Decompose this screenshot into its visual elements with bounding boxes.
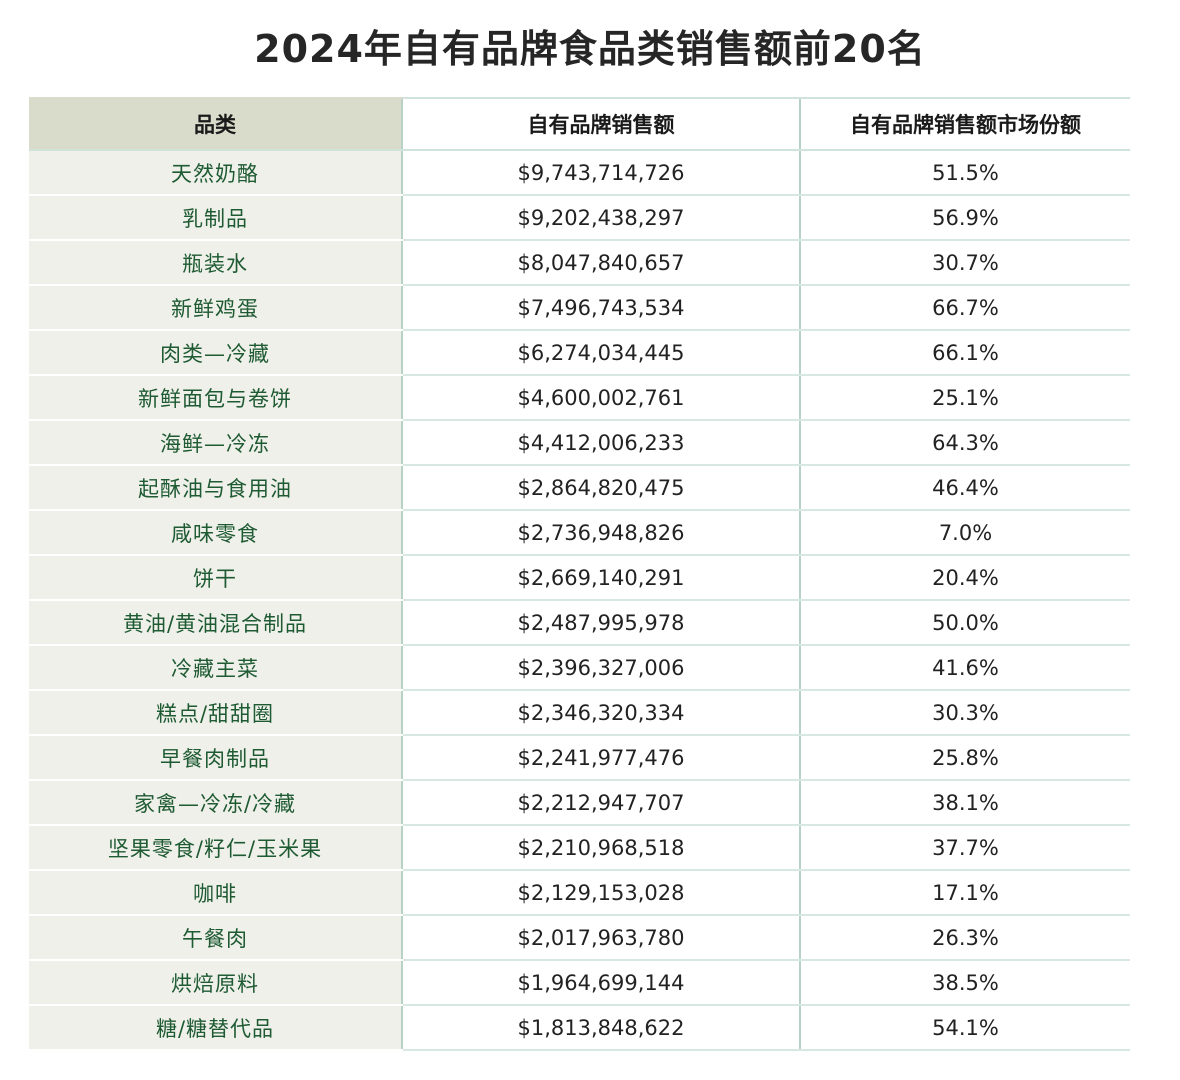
table-row: 冷藏主菜 $2,396,327,006 41.6% — [29, 645, 1130, 691]
table-row: 新鲜面包与卷饼 $4,600,002,761 25.1% — [29, 375, 1130, 421]
category-cell: 乳制品 — [29, 195, 402, 241]
table-row: 瓶装水 $8,047,840,657 30.7% — [29, 240, 1130, 286]
sales-cell: $2,396,327,006 — [401, 645, 800, 691]
sales-cell: $2,669,140,291 — [401, 555, 800, 601]
sales-cell: $7,496,743,534 — [401, 285, 800, 331]
sales-cell: $6,274,034,445 — [401, 330, 800, 376]
category-cell: 坚果零食/籽仁/玉米果 — [29, 825, 402, 871]
table-header: 品类 自有品牌销售额 自有品牌销售额市场份额 — [29, 97, 1130, 151]
share-cell: 54.1% — [799, 1005, 1130, 1051]
sales-cell: $8,047,840,657 — [401, 240, 800, 286]
table-row: 乳制品 $9,202,438,297 56.9% — [29, 195, 1130, 241]
sales-cell: $9,743,714,726 — [401, 150, 800, 196]
table-row: 坚果零食/籽仁/玉米果 $2,210,968,518 37.7% — [29, 825, 1130, 871]
share-cell: 26.3% — [799, 915, 1130, 961]
sales-cell: $1,964,699,144 — [401, 960, 800, 1006]
header-row: 品类 自有品牌销售额 自有品牌销售额市场份额 — [29, 97, 1130, 151]
table-row: 家禽—冷冻/冷藏 $2,212,947,707 38.1% — [29, 780, 1130, 826]
category-cell: 黄油/黄油混合制品 — [29, 600, 402, 646]
share-cell: 66.1% — [799, 330, 1130, 376]
category-cell: 糕点/甜甜圈 — [29, 690, 402, 736]
sales-cell: $2,864,820,475 — [401, 465, 800, 511]
column-header-sales: 自有品牌销售额 — [401, 97, 800, 151]
table-row: 糕点/甜甜圈 $2,346,320,334 30.3% — [29, 690, 1130, 736]
table-row: 肉类—冷藏 $6,274,034,445 66.1% — [29, 330, 1130, 376]
category-cell: 饼干 — [29, 555, 402, 601]
category-cell: 新鲜鸡蛋 — [29, 285, 402, 331]
sales-cell: $2,017,963,780 — [401, 915, 800, 961]
category-cell: 家禽—冷冻/冷藏 — [29, 780, 402, 826]
share-cell: 38.1% — [799, 780, 1130, 826]
share-cell: 56.9% — [799, 195, 1130, 241]
category-cell: 海鲜—冷冻 — [29, 420, 402, 466]
category-cell: 冷藏主菜 — [29, 645, 402, 691]
share-cell: 30.3% — [799, 690, 1130, 736]
table-row: 糖/糖替代品 $1,813,848,622 54.1% — [29, 1005, 1130, 1051]
category-cell: 烘焙原料 — [29, 960, 402, 1006]
table-row: 起酥油与食用油 $2,864,820,475 46.4% — [29, 465, 1130, 511]
table-body: 天然奶酪 $9,743,714,726 51.5% 乳制品 $9,202,438,297… — [29, 150, 1130, 1051]
category-cell: 新鲜面包与卷饼 — [29, 375, 402, 421]
share-cell: 50.0% — [799, 600, 1130, 646]
sales-cell: $2,241,977,476 — [401, 735, 800, 781]
category-cell: 咸味零食 — [29, 510, 402, 556]
category-cell: 午餐肉 — [29, 915, 402, 961]
category-cell: 糖/糖替代品 — [29, 1005, 402, 1051]
share-cell: 7.0% — [799, 510, 1130, 556]
share-cell: 25.1% — [799, 375, 1130, 421]
sales-cell: $9,202,438,297 — [401, 195, 800, 241]
category-cell: 肉类—冷藏 — [29, 330, 402, 376]
column-header-share: 自有品牌销售额市场份额 — [799, 97, 1130, 151]
sales-table: 品类 自有品牌销售额 自有品牌销售额市场份额 天然奶酪 $9,743,714,72… — [29, 97, 1130, 1051]
share-cell: 25.8% — [799, 735, 1130, 781]
sales-cell: $2,210,968,518 — [401, 825, 800, 871]
table-row: 午餐肉 $2,017,963,780 26.3% — [29, 915, 1130, 961]
sales-cell: $2,212,947,707 — [401, 780, 800, 826]
share-cell: 64.3% — [799, 420, 1130, 466]
table-row: 早餐肉制品 $2,241,977,476 25.8% — [29, 735, 1130, 781]
sales-table-container: 品类 自有品牌销售额 自有品牌销售额市场份额 天然奶酪 $9,743,714,72… — [29, 97, 1130, 1051]
table-row: 咸味零食 $2,736,948,826 7.0% — [29, 510, 1130, 556]
table-row: 天然奶酪 $9,743,714,726 51.5% — [29, 150, 1130, 196]
share-cell: 51.5% — [799, 150, 1130, 196]
column-header-category: 品类 — [29, 97, 402, 151]
table-row: 饼干 $2,669,140,291 20.4% — [29, 555, 1130, 601]
category-cell: 早餐肉制品 — [29, 735, 402, 781]
share-cell: 41.6% — [799, 645, 1130, 691]
sales-cell: $1,813,848,622 — [401, 1005, 800, 1051]
category-cell: 咖啡 — [29, 870, 402, 916]
sales-cell: $2,346,320,334 — [401, 690, 800, 736]
page-title: 2024年自有品牌食品类销售额前20名 — [254, 27, 926, 71]
share-cell: 37.7% — [799, 825, 1130, 871]
table-row: 烘焙原料 $1,964,699,144 38.5% — [29, 960, 1130, 1006]
sales-cell: $4,412,006,233 — [401, 420, 800, 466]
sales-cell: $2,487,995,978 — [401, 600, 800, 646]
share-cell: 66.7% — [799, 285, 1130, 331]
share-cell: 46.4% — [799, 465, 1130, 511]
category-cell: 瓶装水 — [29, 240, 402, 286]
sales-cell: $2,736,948,826 — [401, 510, 800, 556]
category-cell: 天然奶酪 — [29, 150, 402, 196]
share-cell: 20.4% — [799, 555, 1130, 601]
share-cell: 17.1% — [799, 870, 1130, 916]
table-row: 新鲜鸡蛋 $7,496,743,534 66.7% — [29, 285, 1130, 331]
category-cell: 起酥油与食用油 — [29, 465, 402, 511]
share-cell: 30.7% — [799, 240, 1130, 286]
table-row: 咖啡 $2,129,153,028 17.1% — [29, 870, 1130, 916]
sales-cell: $4,600,002,761 — [401, 375, 800, 421]
table-row: 黄油/黄油混合制品 $2,487,995,978 50.0% — [29, 600, 1130, 646]
sales-cell: $2,129,153,028 — [401, 870, 800, 916]
share-cell: 38.5% — [799, 960, 1130, 1006]
table-row: 海鲜—冷冻 $4,412,006,233 64.3% — [29, 420, 1130, 466]
